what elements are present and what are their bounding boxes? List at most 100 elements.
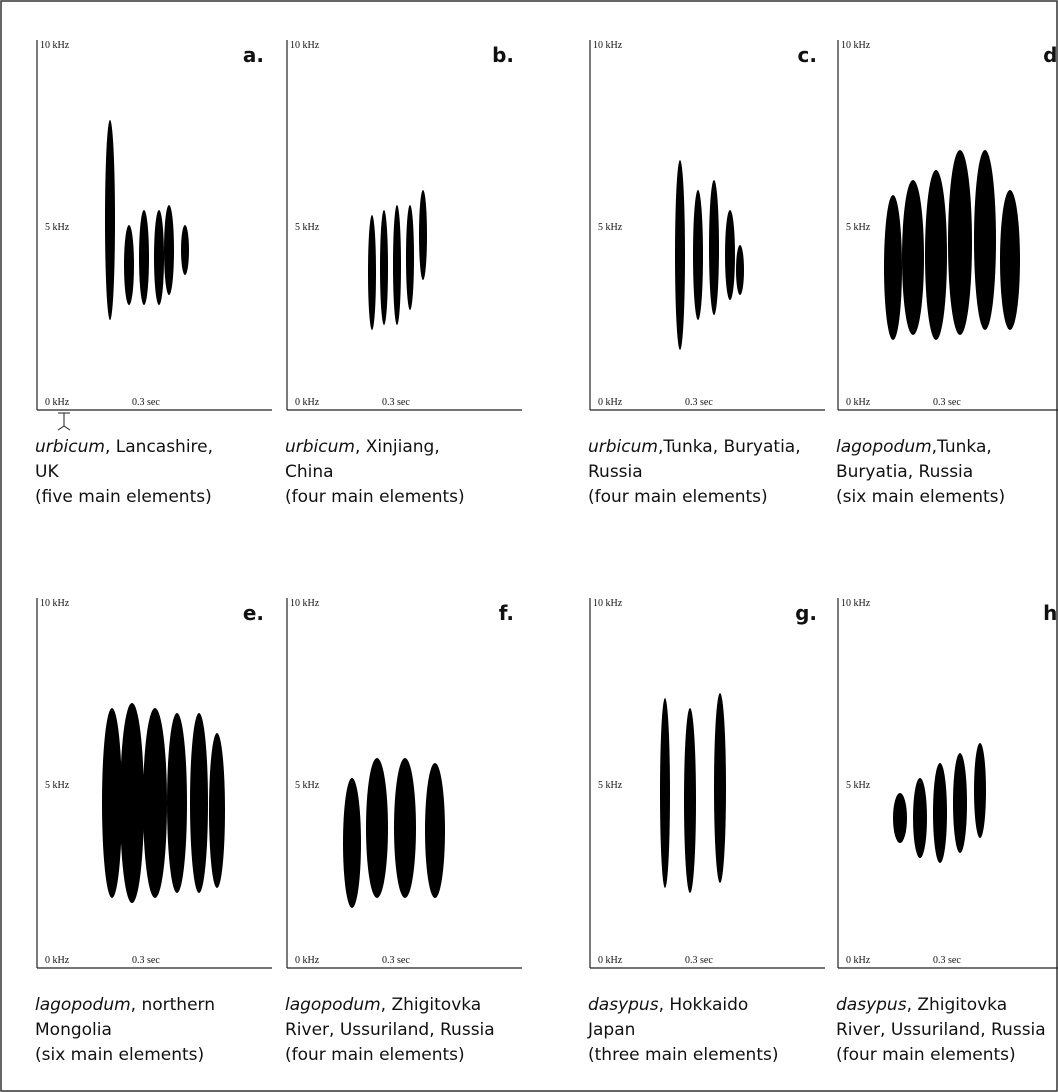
y-top-label: 10 kHz [593, 40, 623, 51]
caption-text: ,Tunka, [932, 437, 992, 457]
spectrogram-element [366, 758, 388, 898]
spectrogram-element [725, 210, 735, 300]
time-label: 0.3 sec [685, 955, 713, 966]
caption-line: River, Ussuriland, Russia [836, 1020, 1046, 1040]
spectrogram-element [893, 793, 907, 843]
y-mid-label: 5 kHz [846, 222, 871, 233]
spectrogram-element [684, 708, 696, 893]
y-bottom-label: 0 kHz [598, 397, 623, 408]
spectrogram-element [105, 120, 115, 320]
caption-line: Russia [588, 462, 643, 482]
y-top-label: 10 kHz [290, 598, 320, 609]
spectrogram-element [974, 743, 986, 838]
caption-line: (six main elements) [836, 487, 1005, 507]
spectrogram-element [120, 703, 144, 903]
y-top-label: 10 kHz [841, 40, 871, 51]
time-label: 0.3 sec [933, 955, 961, 966]
spectrogram-element [209, 733, 225, 888]
caption-text: , Hokkaido [659, 995, 749, 1015]
caption-line: Buryatia, Russia [836, 462, 973, 482]
y-top-label: 10 kHz [593, 598, 623, 609]
caption-line: urbicum,Tunka, Buryatia, [588, 437, 801, 457]
spectrogram-element [693, 190, 703, 320]
caption-line: (four main elements) [588, 487, 768, 507]
spectrogram-element [164, 205, 174, 295]
caption-line: dasypus, Zhigitovka [836, 995, 1007, 1015]
figure: 10 kHz 5 kHz 0 kHz 0.3 sec a. urbicum, Lancas… [0, 0, 1058, 1092]
spectrogram-element [884, 195, 902, 340]
y-bottom-label: 0 kHz [45, 955, 70, 966]
figure-border [1, 1, 1057, 1091]
species-name: lagopodum [836, 437, 932, 457]
y-mid-label: 5 kHz [45, 222, 70, 233]
spectrogram-element [902, 180, 924, 335]
caption-line: lagopodum,Tunka, [836, 437, 992, 457]
spectrogram-element [181, 225, 189, 275]
caption-line: (four main elements) [836, 1045, 1016, 1065]
y-bottom-label: 0 kHz [846, 397, 871, 408]
y-mid-label: 5 kHz [45, 780, 70, 791]
y-mid-label: 5 kHz [598, 780, 623, 791]
caption-line: urbicum, Lancashire, [35, 437, 213, 457]
time-label: 0.3 sec [685, 397, 713, 408]
caption-line: (six main elements) [35, 1045, 204, 1065]
caption-line: (three main elements) [588, 1045, 778, 1065]
caption-text: , Xinjiang, [355, 437, 440, 457]
time-label: 0.3 sec [382, 397, 410, 408]
spectrogram-element [913, 778, 927, 858]
caption-text: , Zhigitovka [381, 995, 482, 1015]
species-name: urbicum [35, 437, 105, 457]
time-label: 0.3 sec [132, 955, 160, 966]
species-name: dasypus [588, 995, 659, 1015]
panel-letter: c. [798, 43, 817, 67]
y-mid-label: 5 kHz [846, 780, 871, 791]
spectrogram-element [419, 190, 427, 280]
spectrogram-element [714, 693, 726, 883]
spectrogram-element [948, 150, 972, 335]
caption-line: Japan [587, 1020, 635, 1040]
y-bottom-label: 0 kHz [295, 397, 320, 408]
y-mid-label: 5 kHz [598, 222, 623, 233]
panel-letter: f. [499, 601, 514, 625]
spectrogram-element [167, 713, 187, 893]
y-bottom-label: 0 kHz [45, 397, 70, 408]
caption-line: River, Ussuriland, Russia [285, 1020, 495, 1040]
spectrogram-element [709, 180, 719, 315]
spectrogram-element [933, 763, 947, 863]
panel-letter: h. [1043, 601, 1058, 625]
y-mid-label: 5 kHz [295, 222, 320, 233]
spectrogram-element [124, 225, 134, 305]
species-name: urbicum [588, 437, 658, 457]
y-bottom-label: 0 kHz [295, 955, 320, 966]
caption-line: lagopodum, Zhigitovka [285, 995, 481, 1015]
y-mid-label: 5 kHz [295, 780, 320, 791]
species-name: dasypus [836, 995, 907, 1015]
spectrogram-element [190, 713, 208, 893]
y-bottom-label: 0 kHz [598, 955, 623, 966]
species-name: urbicum [285, 437, 355, 457]
caption-line: UK [35, 462, 59, 482]
spectrogram-element [154, 210, 164, 305]
spectrogram-element [102, 708, 122, 898]
species-name: lagopodum [35, 995, 131, 1015]
caption-line: China [285, 462, 334, 482]
spectrogram-element [1000, 190, 1020, 330]
panel-letter: g. [795, 601, 817, 625]
time-label: 0.3 sec [132, 397, 160, 408]
caption-text: ,Tunka, Buryatia, [658, 437, 801, 457]
caption-line: (five main elements) [35, 487, 212, 507]
caption-line: (four main elements) [285, 487, 465, 507]
spectrogram-element [394, 758, 416, 898]
spectrogram-element [139, 210, 149, 305]
spectrogram-element [368, 215, 376, 330]
panel-letter: b. [492, 43, 514, 67]
panel-letter: a. [243, 43, 264, 67]
caption-text: , Zhigitovka [907, 995, 1008, 1015]
caption-line: dasypus, Hokkaido [588, 995, 748, 1015]
y-top-label: 10 kHz [841, 598, 871, 609]
spectrogram-element [660, 698, 670, 888]
time-label: 0.3 sec [933, 397, 961, 408]
spectrogram-element [143, 708, 167, 898]
spectrogram-element [953, 753, 967, 853]
spectrogram-element [393, 205, 401, 325]
